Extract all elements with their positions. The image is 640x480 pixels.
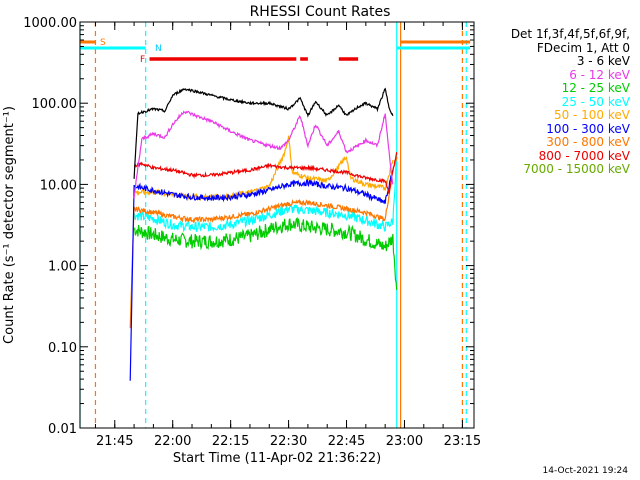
x-tick-label-1: 22:00 [154, 434, 191, 449]
state-label-F: F [140, 55, 145, 65]
y-tick-label-4: 100.00 [32, 97, 78, 112]
y-tick-label-3: 10.00 [40, 178, 77, 193]
legend: Det 1f,3f,4f,5f,6f,9f, FDecim 1, Att 0 3… [460, 27, 630, 177]
x-tick-label-2: 22:15 [212, 434, 249, 449]
legend-entry-25-50: 25 - 50 keV [561, 94, 630, 109]
legend-header-line-1: Det 1f,3f,4f,5f,6f,9f, [510, 27, 630, 41]
legend-entry-12-25: 12 - 25 keV [561, 81, 630, 95]
state-label-S: S [100, 38, 106, 48]
y-tick-label-5: 1000.00 [23, 16, 77, 31]
x-tick-label-3: 22:30 [270, 434, 307, 449]
series-line-1 [133, 110, 394, 199]
series-line-2 [133, 216, 398, 291]
series-line-3 [133, 152, 398, 233]
series-line-6 [129, 156, 398, 329]
series-line-7 [134, 151, 398, 194]
y-tick-label-2: 1.00 [48, 260, 77, 275]
x-tick-label-5: 23:00 [386, 434, 423, 449]
legend-entry-100-300: 100 - 300 keV [546, 121, 630, 136]
series-line-5 [129, 169, 394, 381]
x-tick-label-6: 23:15 [444, 434, 481, 449]
x-axis-label: Start Time (11-Apr-02 21:36:22) [173, 451, 381, 466]
legend-entry-3-6: 3 - 6 keV [576, 54, 630, 68]
state-label-N: N [155, 44, 162, 54]
legend-entry-300-800: 300 - 800 keV [546, 135, 630, 149]
y-tick-label-0: 0.01 [48, 422, 77, 437]
legend-header-line-2: FDecim 1, Att 0 [536, 40, 630, 55]
series-line-0 [133, 87, 394, 179]
timestamp: 14-Oct-2021 19:24 [542, 466, 628, 476]
x-tick-label-0: 21:45 [96, 434, 133, 449]
legend-entry-800-7000: 800 - 7000 keV [538, 148, 630, 163]
chart-title: RHESSI Count Rates [250, 4, 391, 20]
legend-entry-6-12: 6 - 12 keV [569, 67, 630, 82]
legend-entry-7000-15000: 7000 - 15000 keV [523, 162, 630, 176]
legend-entry-50-100: 50 - 100 keV [553, 108, 630, 122]
plot-frame [79, 21, 475, 429]
y-tick-label-1: 0.10 [48, 341, 77, 356]
x-tick-label-4: 22:45 [328, 434, 365, 449]
y-axis-label: Count Rate (s⁻¹ detector segment⁻¹) [2, 106, 17, 344]
